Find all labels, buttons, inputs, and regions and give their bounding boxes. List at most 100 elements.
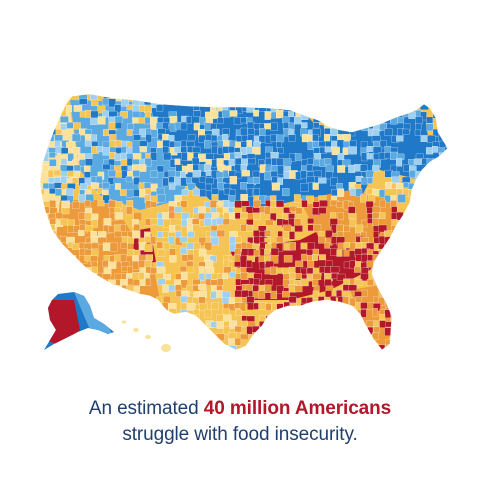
county-cell bbox=[439, 123, 447, 131]
county-cell bbox=[433, 350, 441, 357]
county-cell bbox=[354, 105, 363, 114]
county-cell bbox=[114, 104, 122, 113]
county-cell bbox=[444, 165, 448, 172]
county-cell bbox=[337, 188, 345, 197]
county-cell bbox=[324, 146, 332, 153]
county-cell bbox=[395, 158, 403, 167]
county-cell bbox=[162, 139, 170, 148]
county-cell bbox=[71, 285, 80, 293]
county-cell bbox=[349, 242, 356, 251]
county-cell bbox=[180, 146, 187, 153]
county-cell bbox=[414, 218, 422, 227]
county-cell bbox=[336, 332, 345, 340]
county-cell bbox=[307, 321, 315, 328]
county-cell bbox=[209, 200, 217, 209]
county-cell bbox=[330, 105, 339, 113]
county-cell bbox=[103, 218, 112, 226]
county-cell bbox=[414, 285, 422, 292]
county-cell bbox=[444, 171, 448, 179]
county-cell bbox=[373, 350, 381, 356]
county-cell bbox=[193, 94, 202, 99]
county-cell bbox=[60, 218, 69, 226]
county-cell bbox=[162, 177, 169, 187]
county-cell bbox=[379, 140, 387, 149]
county-cell bbox=[336, 201, 343, 208]
county-cell bbox=[97, 351, 105, 359]
county-cell bbox=[360, 309, 367, 318]
county-cell bbox=[186, 266, 195, 273]
county-cell bbox=[409, 242, 417, 250]
county-cell bbox=[311, 332, 321, 340]
county-cell bbox=[137, 344, 146, 350]
county-cell bbox=[390, 290, 399, 297]
county-cell bbox=[133, 302, 142, 311]
county-cell bbox=[187, 254, 194, 261]
county-cell bbox=[67, 195, 74, 204]
county-cell bbox=[265, 157, 272, 165]
county-cell bbox=[246, 219, 254, 226]
county-cell bbox=[427, 266, 434, 275]
county-cell bbox=[85, 344, 94, 350]
county-cell bbox=[355, 110, 362, 117]
county-cell bbox=[283, 171, 291, 179]
county-cell bbox=[156, 296, 162, 304]
county-cell bbox=[85, 133, 92, 141]
county-cell bbox=[102, 163, 111, 170]
county-cell bbox=[276, 321, 283, 329]
county-cell bbox=[65, 188, 74, 196]
county-cell bbox=[438, 314, 446, 321]
county-cell bbox=[390, 94, 399, 101]
county-cell bbox=[223, 94, 232, 101]
county-cell bbox=[443, 224, 448, 231]
county-cell bbox=[427, 195, 436, 203]
county-cell bbox=[47, 169, 54, 178]
county-cell bbox=[163, 219, 171, 228]
county-cell bbox=[300, 104, 309, 111]
county-cell bbox=[378, 94, 387, 102]
county-cell bbox=[444, 183, 448, 191]
county-cell bbox=[360, 94, 370, 101]
alaska-red-zone bbox=[44, 300, 80, 345]
county-cell bbox=[144, 308, 152, 316]
county-cell bbox=[186, 302, 196, 311]
county-cell bbox=[61, 254, 70, 261]
county-cell bbox=[367, 104, 373, 112]
county-cell bbox=[163, 314, 172, 321]
county-cell bbox=[55, 249, 63, 257]
county-cell bbox=[420, 103, 429, 111]
county-cell bbox=[366, 145, 373, 152]
county-cell bbox=[91, 249, 99, 257]
county-cell bbox=[55, 212, 63, 219]
county-cell bbox=[132, 170, 140, 177]
county-cell bbox=[271, 165, 278, 172]
county-cell bbox=[281, 315, 290, 324]
county-cell bbox=[313, 122, 320, 129]
county-cell bbox=[378, 235, 385, 245]
county-cell bbox=[246, 315, 255, 322]
county-cell bbox=[223, 326, 231, 335]
county-cell bbox=[204, 242, 212, 251]
county-cell bbox=[414, 223, 423, 230]
county-cell bbox=[240, 193, 248, 202]
county-cell bbox=[312, 133, 319, 142]
county-cell bbox=[337, 212, 344, 220]
county-cell bbox=[264, 229, 271, 237]
county-cell bbox=[360, 272, 369, 282]
contiguous-us-region bbox=[39, 93, 449, 360]
county-cell bbox=[252, 207, 261, 214]
county-cell bbox=[319, 110, 327, 119]
county-cell bbox=[313, 320, 322, 329]
county-cell bbox=[143, 182, 152, 189]
county-cells bbox=[40, 94, 448, 360]
county-cell bbox=[240, 211, 248, 219]
county-cell bbox=[408, 272, 417, 282]
county-cell bbox=[323, 158, 332, 165]
county-cell bbox=[150, 201, 157, 208]
county-cell bbox=[162, 284, 169, 293]
county-cell bbox=[211, 134, 218, 142]
county-cell bbox=[433, 236, 441, 245]
county-cell bbox=[48, 352, 54, 360]
county-cell bbox=[445, 237, 448, 244]
county-cell bbox=[432, 278, 442, 285]
county-cell bbox=[169, 338, 178, 347]
